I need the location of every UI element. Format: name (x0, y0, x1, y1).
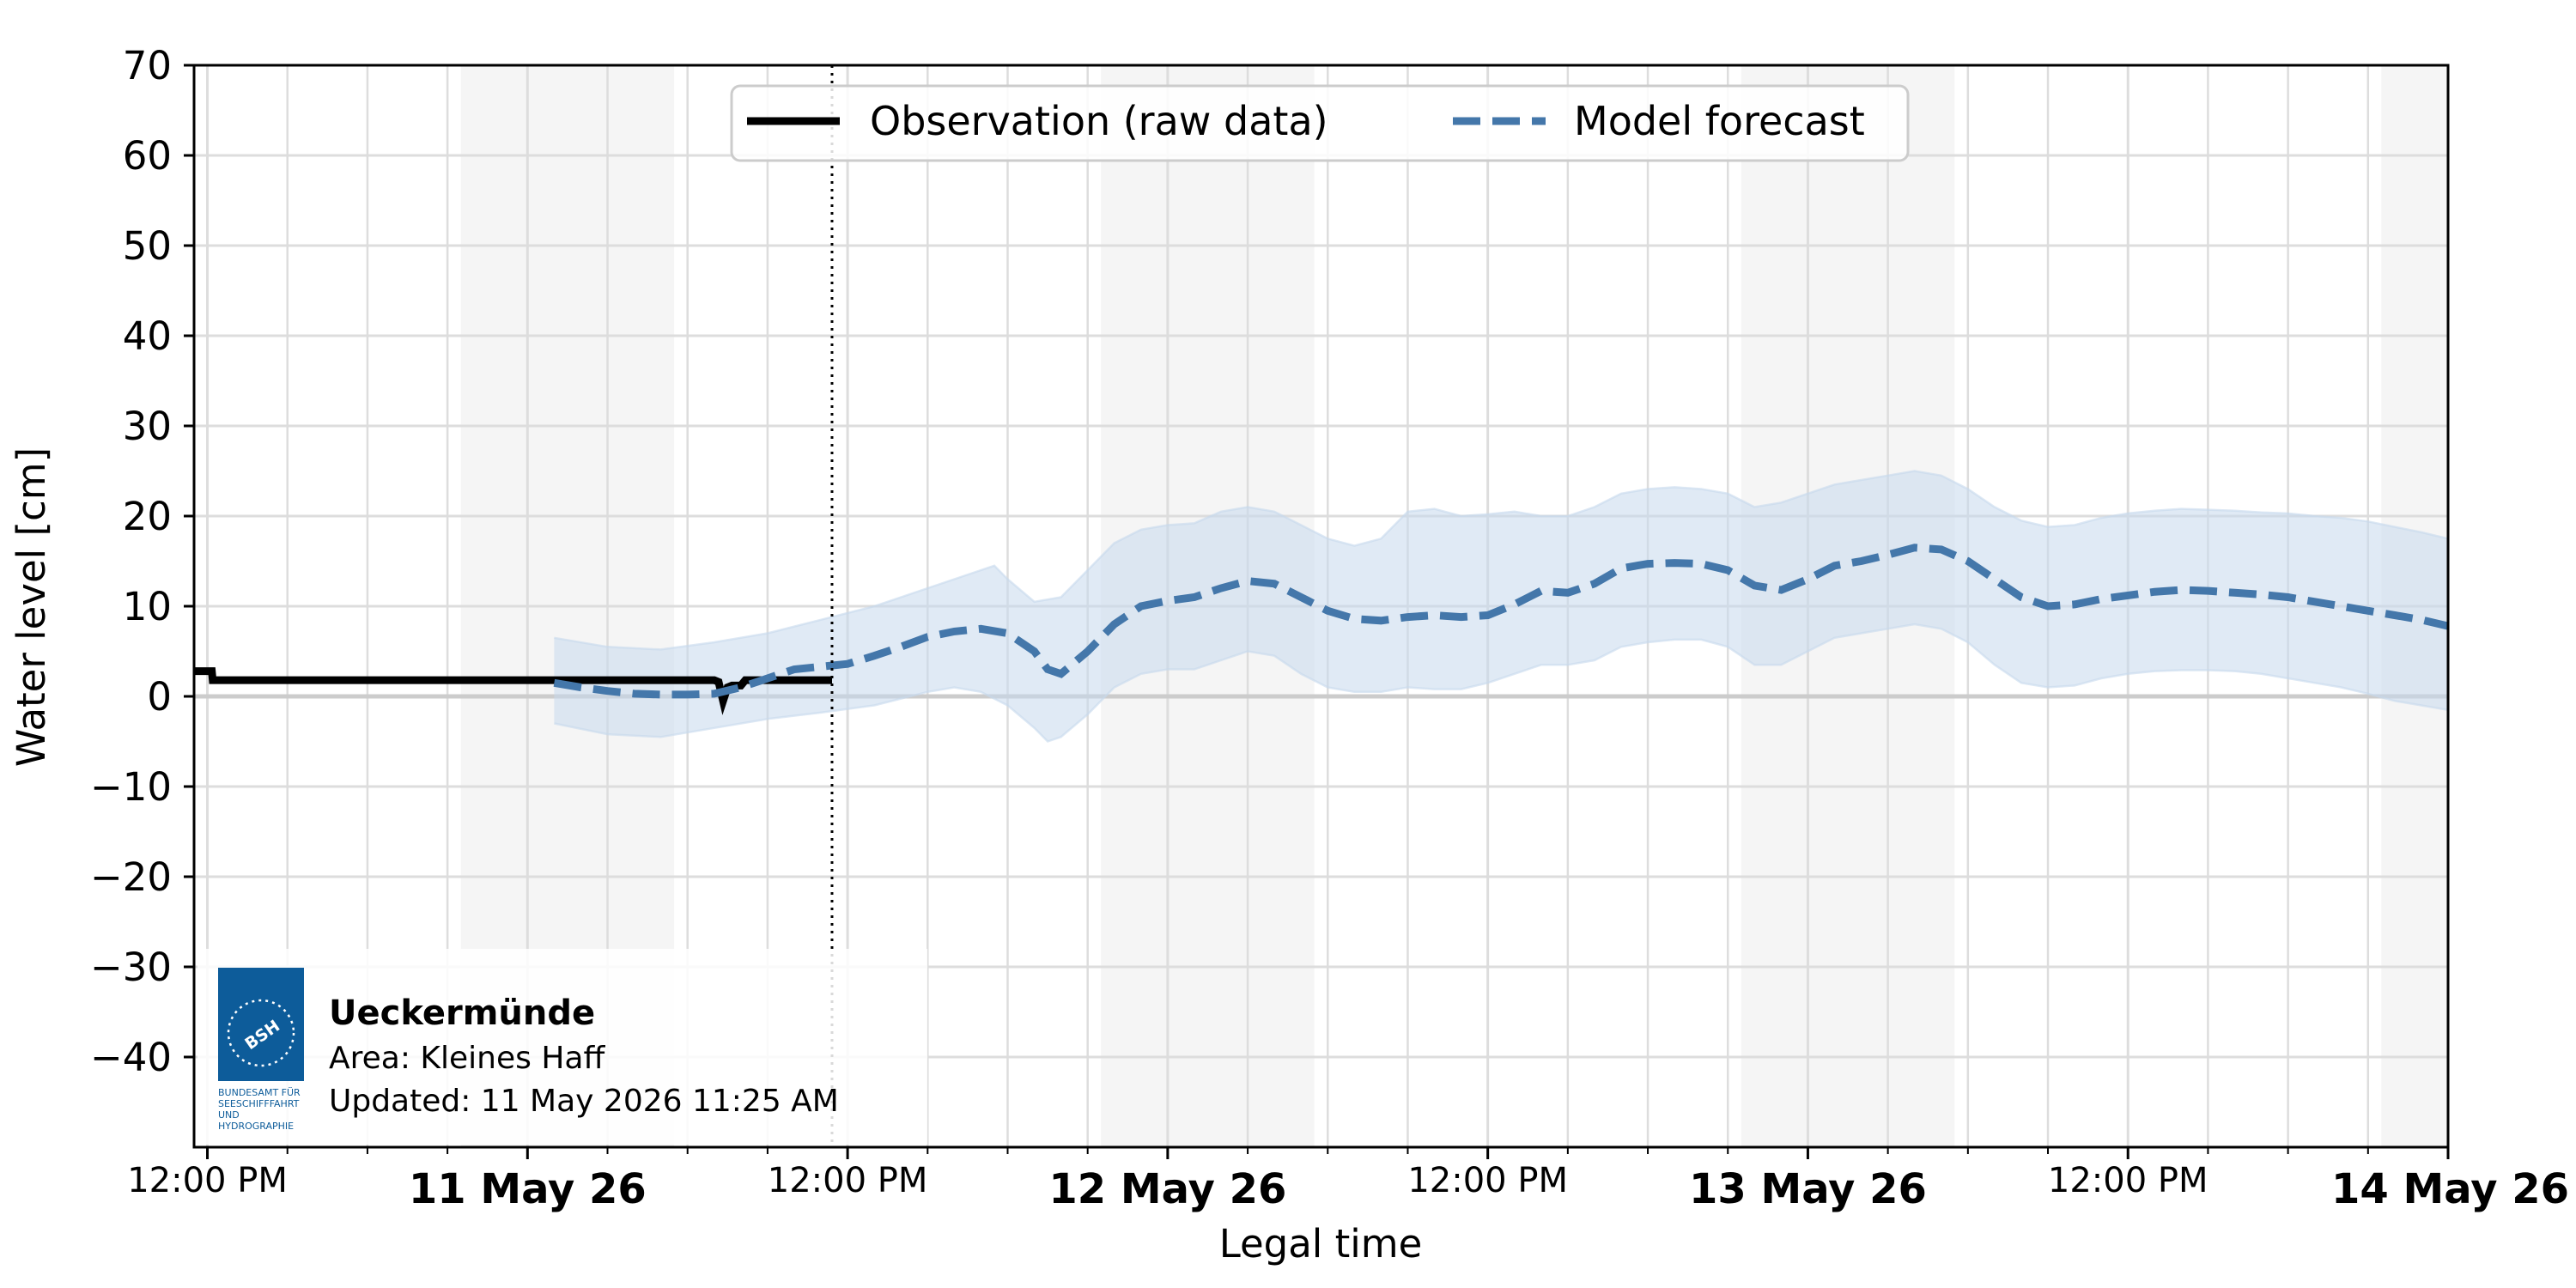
legend: Observation (raw data) Model forecast (730, 84, 1910, 162)
bsh-logo-caption-line: SEESCHIFFFAHRT (218, 1098, 300, 1109)
y-tick-label: 40 (123, 313, 172, 359)
x-tick-label: 12:00 PM (1407, 1161, 1568, 1200)
observation-line (194, 667, 832, 715)
x-tick-label: 12:00 PM (2048, 1161, 2208, 1200)
bsh-logo-ring (227, 999, 295, 1067)
forecast-band-lower-edge (554, 623, 2449, 743)
y-tick-label: 10 (123, 584, 172, 629)
forecast-band-upper-edge (554, 470, 2449, 651)
legend-observation-label: Observation (raw data) (870, 98, 1328, 144)
y-tick-label: −20 (90, 854, 172, 900)
y-tick-label: −30 (90, 945, 172, 990)
y-tick-label: 70 (123, 43, 172, 88)
station-updated: Updated: 11 May 2026 11:25 AM (329, 1084, 839, 1119)
x-tick-label: 11 May 26 (409, 1165, 647, 1213)
bsh-logo-caption-line: HYDROGRAPHIE (218, 1121, 294, 1132)
legend-forecast-label: Model forecast (1574, 98, 1865, 144)
bsh-logo-caption-line: BUNDESAMT FÜR (218, 1087, 301, 1098)
bsh-logo: BSH BUNDESAMT FÜRSEESCHIFFFAHRTUNDHYDROG… (218, 968, 304, 1132)
x-tick-label: 14 May 26 (2331, 1165, 2569, 1213)
bsh-logo-caption: BUNDESAMT FÜRSEESCHIFFFAHRTUNDHYDROGRAPH… (218, 1087, 301, 1132)
forecast-line (553, 544, 2450, 699)
y-axis-label: Water level [cm] (9, 447, 54, 767)
bsh-logo-caption-line: UND (218, 1109, 240, 1121)
x-tick-label: 13 May 26 (1689, 1165, 1927, 1213)
y-tick-label: −40 (90, 1035, 172, 1080)
y-tick-label: 0 (147, 674, 172, 720)
x-tick-label: 12:00 PM (127, 1161, 288, 1200)
station-info-box: BSH BUNDESAMT FÜRSEESCHIFFFAHRTUNDHYDROG… (197, 949, 927, 1145)
station-name: Ueckermünde (329, 993, 595, 1033)
x-tick-label: 12:00 PM (768, 1161, 928, 1200)
x-tick-label: 12 May 26 (1048, 1165, 1286, 1213)
y-tick-label: −10 (90, 764, 172, 810)
y-tick-label: 20 (123, 494, 172, 539)
x-axis-ticks: 12:00 PM 11 May 26 12:00 PM 12 May 26 12:00 … (127, 1147, 2569, 1213)
bsh-logo-square (218, 968, 304, 1081)
y-tick-label: 30 (123, 404, 172, 449)
station-area: Area: Kleines Haff (329, 1041, 605, 1076)
x-axis-label: Legal time (1219, 1221, 1423, 1267)
y-tick-label: 60 (123, 133, 172, 179)
legend-box (730, 84, 1910, 162)
info-box-background (197, 949, 927, 1145)
y-tick-label: 50 (123, 223, 172, 269)
y-axis-ticks: 70 60 50 40 30 20 10 0 −10 −20 −30 −40 (90, 43, 194, 1080)
